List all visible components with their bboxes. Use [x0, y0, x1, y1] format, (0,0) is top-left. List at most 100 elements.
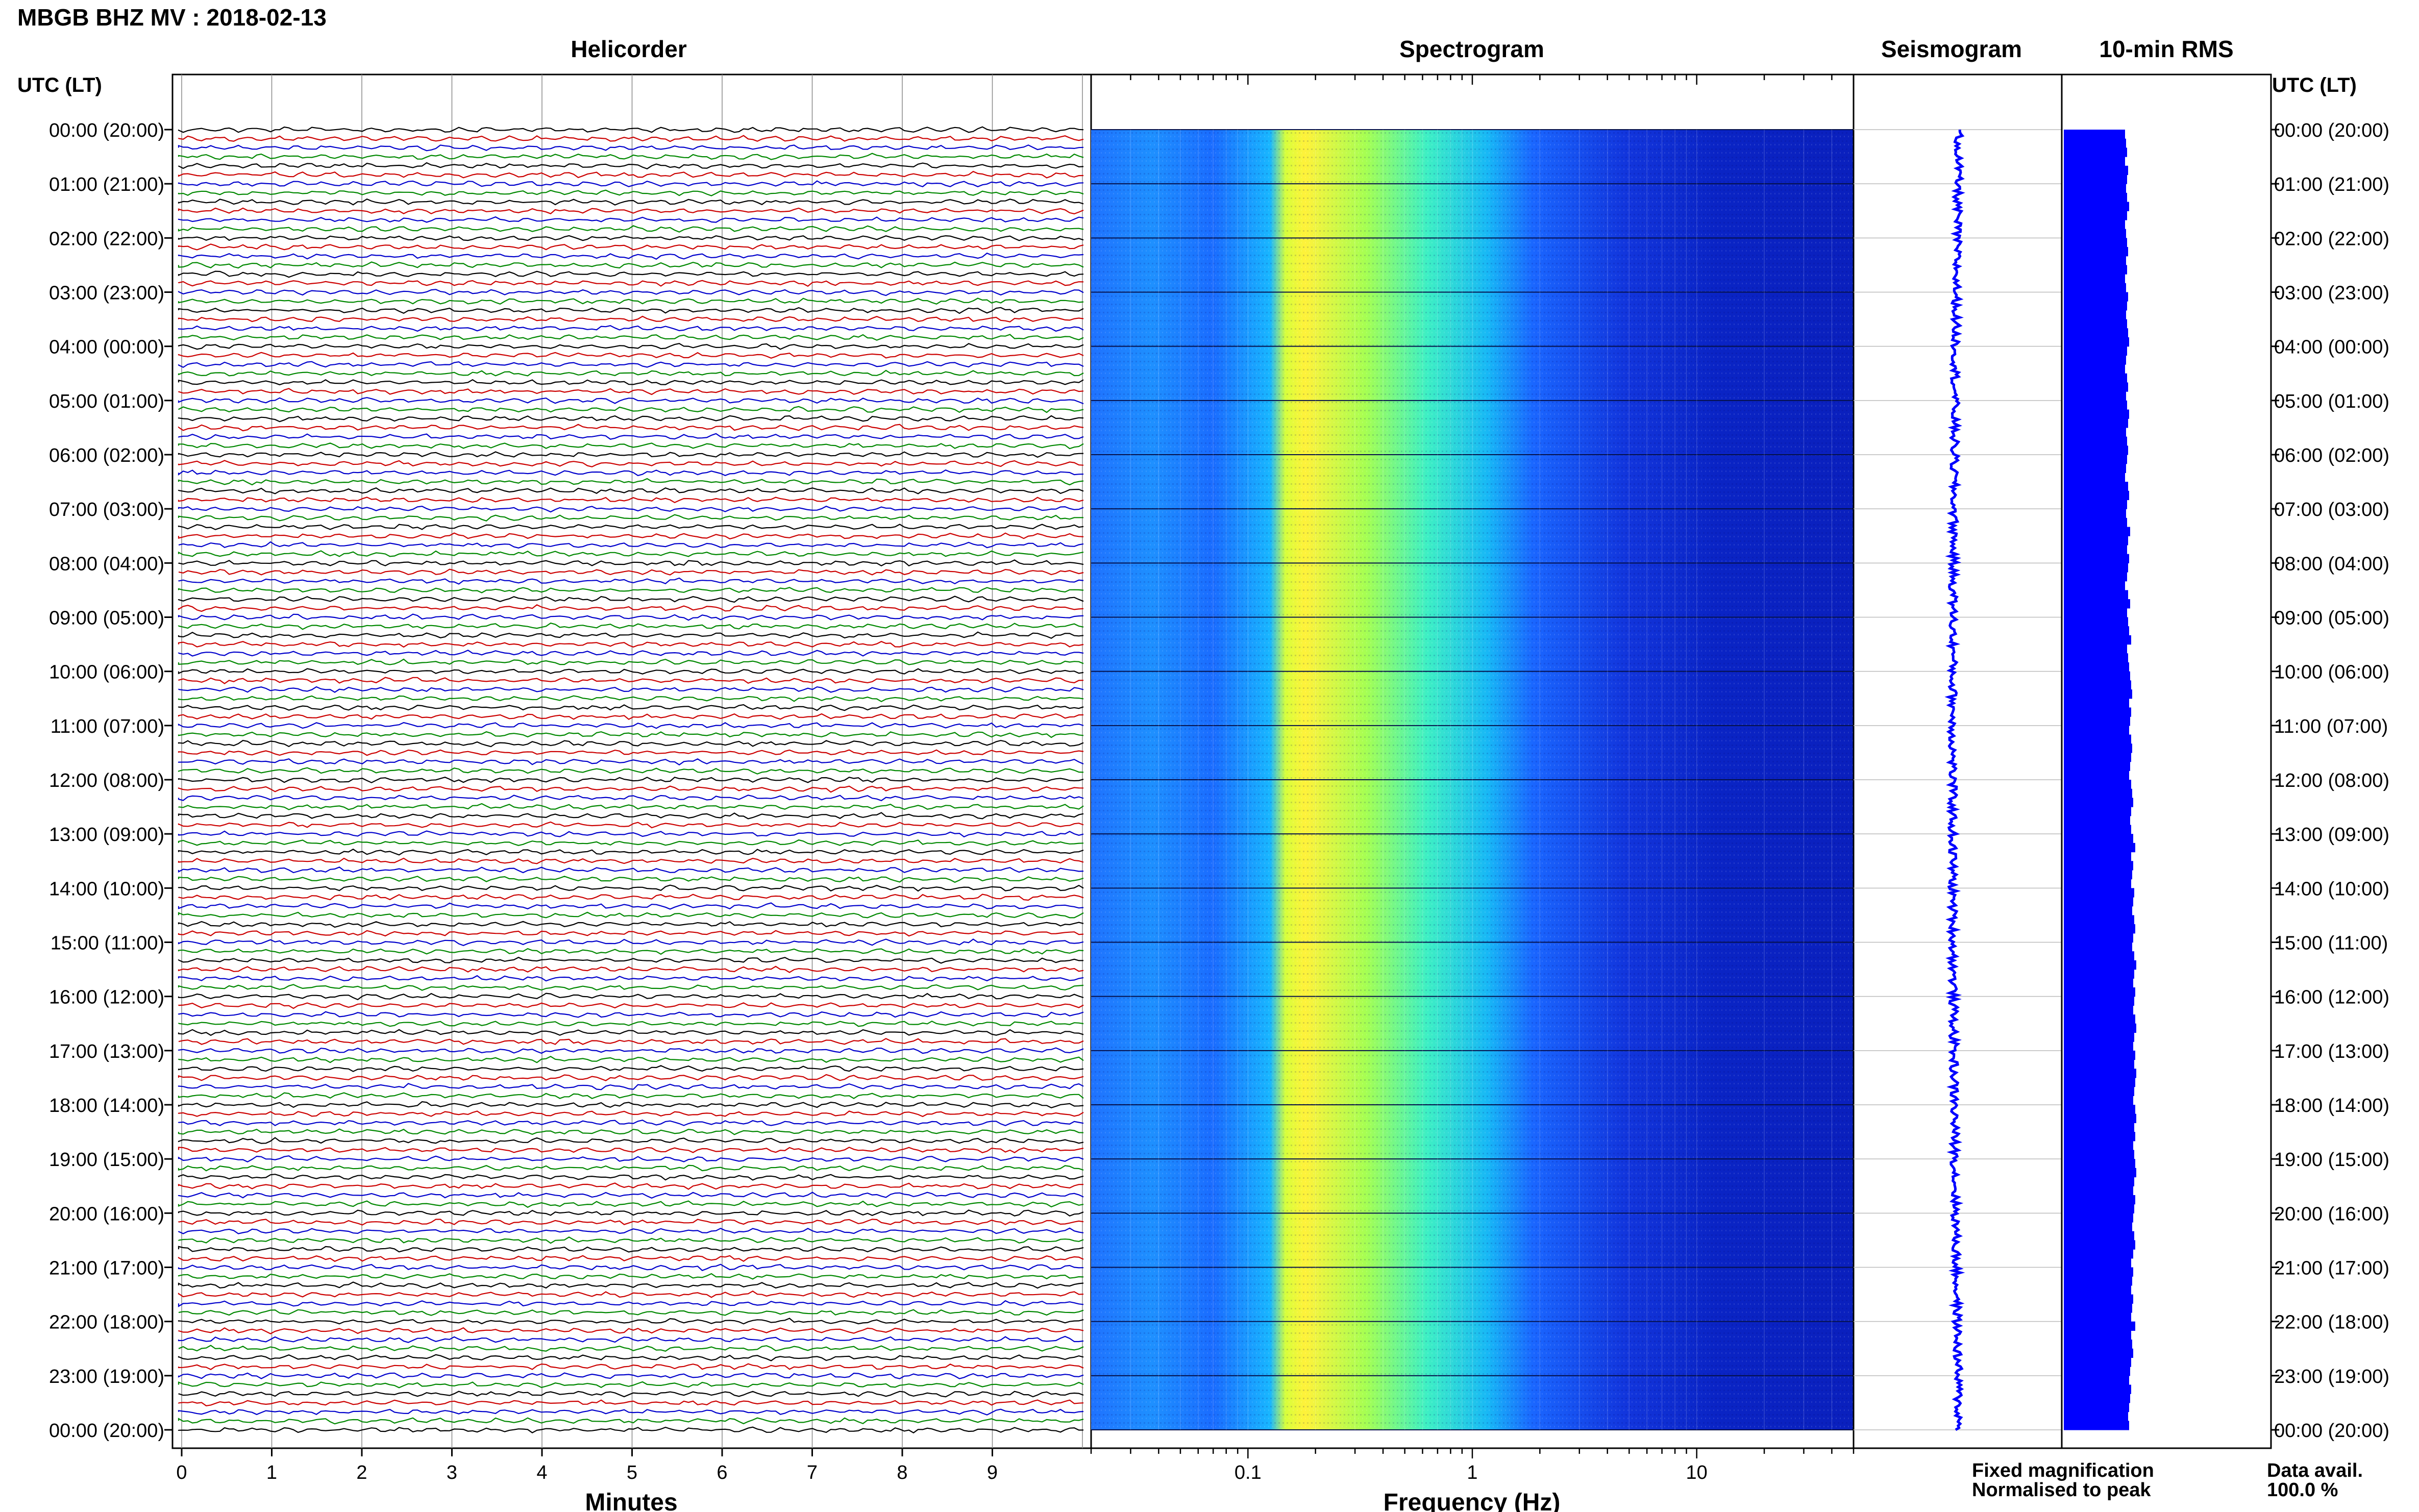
rms-bar — [2064, 798, 2133, 807]
rms-bar — [2064, 1421, 2129, 1430]
helicorder-trace — [178, 1300, 1084, 1307]
rms-bar — [2064, 301, 2127, 311]
spectrogram-hour-lines — [1091, 129, 1854, 1430]
helicorder-trace — [178, 1083, 1084, 1090]
helicorder-trace — [178, 1281, 1084, 1289]
helicorder-trace — [178, 1047, 1084, 1054]
helicorder-trace — [178, 1209, 1084, 1217]
helicorder-trace — [178, 325, 1084, 332]
helicorder-trace — [178, 1372, 1084, 1379]
rms-bar — [2064, 1213, 2133, 1223]
helicorder-trace — [178, 1074, 1084, 1081]
rms-bar — [2064, 644, 2127, 654]
rms-bar — [2064, 572, 2127, 582]
rms-bar — [2064, 761, 2130, 771]
rms-bar — [2064, 463, 2126, 473]
helicorder-trace — [178, 695, 1084, 703]
helicorder-trace — [178, 180, 1084, 188]
time-label-left: 14:00 (10:00) — [49, 878, 164, 900]
helicorder-trace — [178, 524, 1084, 530]
helicorder-trace — [178, 1002, 1084, 1009]
helicorder-trace — [178, 1408, 1084, 1416]
helicorder-trace — [178, 577, 1084, 585]
time-label-right: 11:00 (07:00) — [2274, 716, 2388, 737]
rms-bar — [2064, 879, 2131, 888]
rms-bar — [2064, 1394, 2130, 1403]
helicorder-trace — [178, 1219, 1084, 1226]
rms-bar — [2064, 355, 2126, 365]
time-label-left: 11:00 (07:00) — [51, 716, 164, 737]
helicorder-trace — [178, 704, 1084, 711]
rms-bar — [2064, 1258, 2131, 1268]
rms-bar — [2064, 698, 2129, 708]
helicorder-trace — [178, 1273, 1084, 1280]
helicorder-trace — [178, 1263, 1084, 1271]
helicorder-trace — [178, 1318, 1084, 1325]
rms-bar — [2064, 473, 2125, 482]
time-label-right: 09:00 (05:00) — [2274, 608, 2389, 629]
helicorder-trace — [178, 153, 1084, 160]
rms-bar — [2064, 897, 2133, 907]
helicorder-trace — [178, 1391, 1084, 1398]
rms-bar — [2064, 1384, 2131, 1394]
rms-bar — [2064, 147, 2127, 157]
helicorder-trace — [178, 568, 1084, 576]
helicorder-trace — [178, 622, 1084, 630]
helicorder-trace — [178, 658, 1084, 665]
helicorder-trace — [178, 514, 1083, 522]
helicorder-trace — [178, 1092, 1084, 1099]
time-label-left: 23:00 (19:00) — [49, 1366, 164, 1387]
rms-bar — [2064, 951, 2134, 961]
helicorder-trace — [178, 334, 1084, 341]
rms-bar — [2064, 1231, 2134, 1241]
rms-bar — [2064, 1367, 2130, 1376]
helicorder-trace — [178, 235, 1084, 241]
rms-bar — [2064, 563, 2128, 573]
rms-bar — [2064, 1330, 2131, 1340]
helicorder-trace — [178, 866, 1084, 874]
rms-bar — [2064, 1123, 2134, 1132]
time-label-right: 23:00 (19:00) — [2274, 1366, 2389, 1387]
helicorder-trace — [178, 1128, 1084, 1135]
rms-bar — [2064, 418, 2128, 428]
rms-bar — [2064, 490, 2129, 501]
rms-bar — [2064, 509, 2126, 518]
helicorder-trace — [178, 550, 1084, 557]
rms-bar — [2064, 870, 2132, 880]
rms-bar — [2064, 310, 2126, 320]
rms-bar — [2064, 852, 2131, 861]
rms-bar — [2064, 1105, 2135, 1114]
rms-bar — [2064, 834, 2133, 844]
helicorder-x-tick: 7 — [807, 1462, 818, 1483]
rms-bar — [2064, 978, 2133, 988]
spectrogram-title: Spectrogram — [1399, 36, 1544, 62]
time-label-left: 05:00 (01:00) — [49, 391, 164, 412]
rms-bar — [2064, 861, 2133, 871]
rms-bar — [2064, 219, 2125, 230]
helicorder-trace — [178, 369, 1084, 377]
helicorder-trace — [178, 207, 1084, 215]
rms-bar — [2064, 527, 2130, 536]
rms-bar — [2064, 1032, 2134, 1042]
rms-bar — [2064, 942, 2132, 952]
rms-bar — [2064, 175, 2127, 184]
rms-bar — [2064, 1357, 2131, 1367]
helicorder-trace — [178, 1164, 1084, 1172]
rms-bar — [2064, 319, 2127, 329]
helicorder-x-tick: 9 — [987, 1462, 998, 1483]
helicorder-trace — [178, 749, 1084, 756]
rms-bar — [2064, 1411, 2128, 1421]
rms-bar — [2064, 716, 2130, 726]
rms-bar — [2064, 1150, 2134, 1159]
rms-bar — [2064, 581, 2125, 591]
time-labels-left: 00:00 (20:00) 01:00 (21:00) 02:00 (22:00) 0… — [49, 120, 172, 1442]
helicorder-trace — [178, 1110, 1084, 1118]
helicorder-trace — [178, 352, 1084, 359]
helicorder-trace — [178, 956, 1084, 964]
time-label-right: 01:00 (21:00) — [2274, 174, 2389, 195]
rms-bar — [2064, 617, 2128, 627]
helicorder-trace — [178, 1037, 1084, 1045]
spectrogram-x-tick: 10 — [1686, 1462, 1708, 1483]
helicorder-trace — [178, 198, 1084, 206]
helicorder-trace — [178, 1309, 1084, 1316]
